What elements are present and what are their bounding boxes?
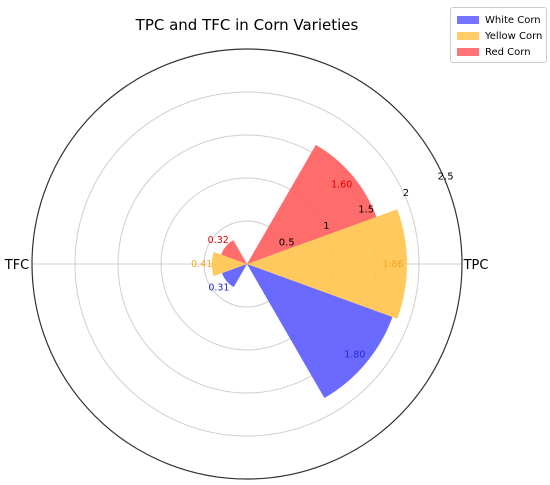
legend-label: White Corn (485, 14, 541, 26)
value-label: 1.86 (382, 259, 403, 270)
legend-swatch-red-corn (457, 48, 479, 56)
chart-title: TPC and TFC in Corn Varieties (135, 16, 359, 34)
value-labels: 1.80 0.31 1.86 0.41 1.60 0.32 (191, 180, 403, 361)
value-label: 0.41 (191, 259, 212, 270)
bars (211, 144, 407, 399)
bar-white-corn-tpc (247, 264, 393, 399)
legend-item-red-corn: Red Corn (457, 45, 531, 59)
bar-red-corn-tfc (221, 240, 247, 264)
legend-item-yellow-corn: Yellow Corn (457, 29, 542, 43)
legend: White Corn Yellow Corn Red Corn (450, 7, 547, 63)
axis-label-tpc: TPC (463, 258, 489, 273)
legend-item-white-corn: White Corn (457, 13, 541, 27)
radial-tick-label: 1 (323, 221, 329, 232)
axis-label-tfc: TFC (4, 258, 30, 273)
legend-label: Yellow Corn (485, 30, 543, 42)
radial-tick-label: 0.5 (279, 238, 295, 249)
bar-yellow-corn-tpc (247, 209, 407, 319)
bar-red-corn-tpc (247, 144, 377, 264)
legend-label: Red Corn (485, 46, 531, 58)
value-label: 0.32 (208, 235, 229, 246)
outer-ring (31, 48, 463, 480)
bar-white-corn-tfc (221, 264, 247, 288)
radial-tick-label: 2 (403, 188, 409, 199)
value-label: 1.80 (344, 350, 365, 361)
legend-swatch-white-corn (457, 16, 479, 24)
grid-ring (74, 91, 420, 437)
radial-tick-labels: 0.5 1 1.5 2 2.5 (279, 172, 454, 249)
radial-tick-label: 2.5 (438, 172, 454, 183)
bar-yellow-corn-tfc (211, 251, 247, 277)
radial-tick-label: 1.5 (358, 205, 374, 216)
legend-swatch-yellow-corn (457, 32, 479, 40)
value-label: 0.31 (208, 283, 229, 294)
value-label: 1.60 (331, 180, 352, 191)
